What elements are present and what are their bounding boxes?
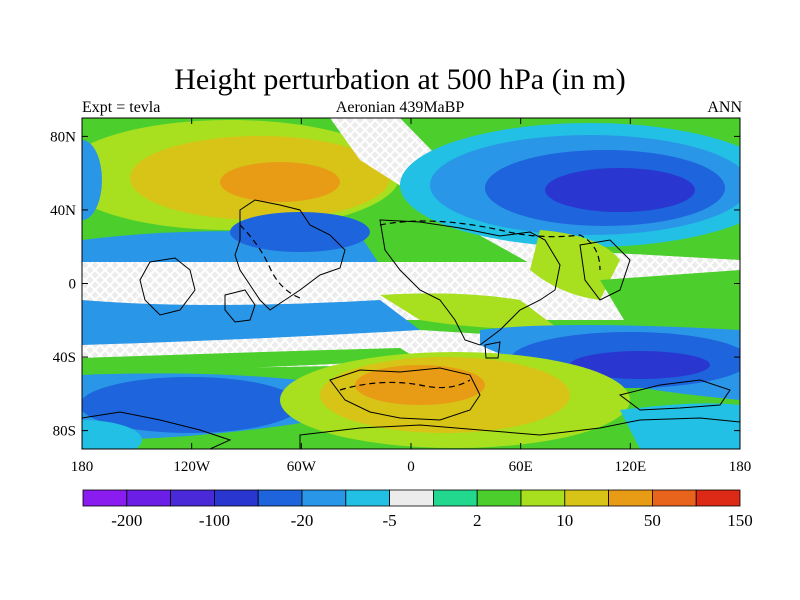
height-field	[82, 118, 740, 449]
longitude-axis: 180 120W 60W 0 60E 120E 180	[71, 118, 752, 475]
east-green-patch	[600, 270, 740, 330]
colorbar-label: 150	[727, 511, 753, 530]
island-west	[139, 257, 196, 316]
south-tropical-low	[82, 300, 420, 345]
antarctic-east	[299, 417, 740, 449]
latitude-axis: 80N 40N 0 40S 80S	[50, 129, 740, 440]
colorbar-label: -5	[383, 511, 397, 530]
colorbar-swatch	[301, 489, 347, 507]
colorbar-swatch	[520, 489, 566, 507]
ne-low-core	[545, 168, 695, 212]
colorbar-label: -20	[291, 511, 314, 530]
dashed-coast-north	[379, 220, 601, 271]
colorbar-swatch	[213, 489, 259, 507]
lon-tick-label: 180	[729, 459, 752, 475]
south-green-strip	[82, 348, 420, 375]
continent-outlines	[82, 199, 740, 449]
colorbar-swatch	[82, 489, 128, 507]
colorbar-swatch	[257, 489, 303, 507]
continent-south	[329, 367, 481, 421]
colorbar-label: 2	[473, 511, 482, 530]
colorbar-swatch	[652, 489, 697, 507]
lon-tick-label: 120W	[173, 459, 211, 475]
colorbar-swatch	[476, 489, 522, 507]
nw-edge-low	[82, 140, 102, 220]
sw-edge-low	[82, 420, 142, 449]
colorbar-swatch	[564, 489, 609, 507]
nh-high-core	[220, 162, 340, 202]
colorbar-label: -100	[199, 511, 230, 530]
colorbar-swatch	[695, 489, 741, 507]
lon-tick-label: 60E	[509, 459, 533, 475]
colorbar: -200 -100 -20 -5 2 10 50 150	[82, 489, 753, 530]
colorbar-label: 10	[556, 511, 573, 530]
continent-central	[379, 219, 561, 346]
experiment-label: Expt = tevla	[82, 99, 161, 116]
island-small	[224, 289, 256, 323]
colorbar-swatch	[608, 489, 653, 507]
lat-tick-label: 40S	[53, 350, 76, 366]
colorbar-swatch	[126, 489, 172, 507]
se-low-core	[570, 351, 710, 379]
dashed-coast	[239, 220, 601, 391]
continent-west	[234, 199, 346, 311]
colorbar-label: 50	[644, 511, 661, 530]
season-label: ANN	[707, 99, 742, 116]
lat-tick-label: 80N	[50, 129, 76, 145]
lat-tick-label: 40N	[50, 203, 76, 219]
colorbar-swatch	[345, 489, 390, 507]
island-central	[484, 341, 501, 359]
continent-east	[579, 239, 631, 301]
colorbar-swatch	[432, 489, 478, 507]
tropical-low-core	[230, 212, 370, 252]
dashed-coast-west	[239, 224, 301, 299]
central-high-patch	[380, 293, 560, 330]
lat-tick-label: 80S	[53, 424, 76, 440]
lon-tick-label: 60W	[287, 459, 317, 475]
lon-tick-label: 0	[407, 459, 415, 475]
period-label: Aeronian 439MaBP	[335, 99, 465, 116]
dashed-coast-south	[339, 379, 471, 391]
antarctic-west	[82, 411, 232, 449]
se-edge-low	[620, 403, 740, 449]
east-high-patch	[530, 230, 620, 300]
lon-tick-label: 180	[71, 459, 94, 475]
lon-tick-label: 120E	[614, 459, 646, 475]
plot-title: Height perturbation at 500 hPa (in m)	[174, 63, 626, 96]
colorbar-swatch	[170, 489, 215, 507]
lat-tick-label: 0	[69, 277, 77, 293]
sw-low-core	[82, 377, 300, 433]
colorbar-label: -200	[111, 511, 142, 530]
colorbar-swatch	[389, 489, 434, 507]
continent-southeast	[618, 379, 731, 411]
